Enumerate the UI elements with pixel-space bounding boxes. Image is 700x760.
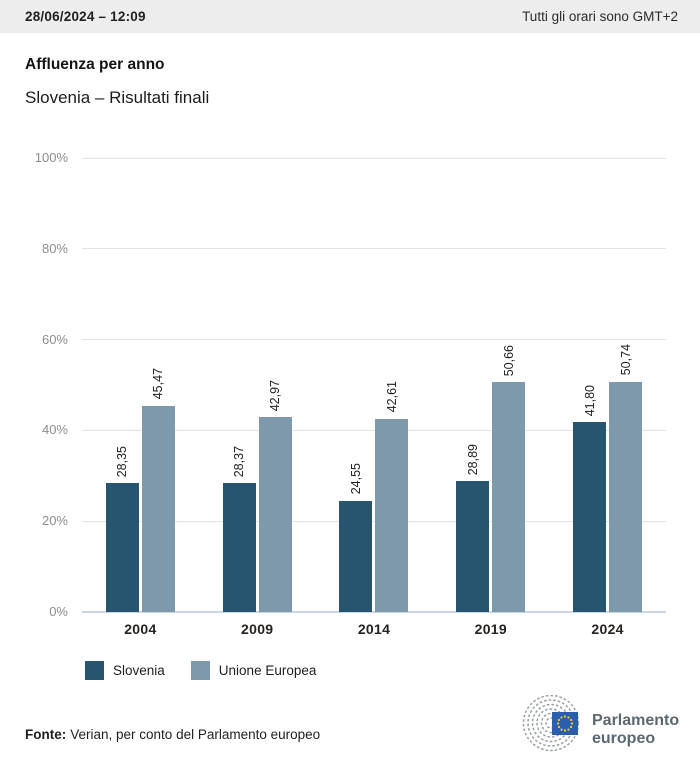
source-label: Fonte: [25, 727, 67, 742]
legend-label-unione-europea: Unione Europea [218, 663, 317, 678]
bar-group-2024: 41,80 50,74 2024 [549, 158, 666, 637]
x-axis-line [82, 611, 666, 613]
eu-star [560, 716, 563, 719]
y-tick-label: 80% [41, 240, 68, 256]
logo-text-line1: Parlamento [592, 712, 679, 729]
bar-slovenia-2009: 28,37 [222, 446, 256, 612]
bar-slovenia-2004: 28,35 [105, 446, 139, 612]
bar-value-label: 41,80 [582, 384, 597, 417]
source-line: Fonte: Verian, per conto del Parlamento e… [25, 727, 320, 742]
eu-star [570, 722, 574, 725]
bar-slovenia-2024: 41,80 [573, 385, 607, 612]
bar-slovenia-2014: 24,55 [339, 463, 373, 612]
x-tick-label: 2009 [241, 621, 274, 637]
parlamento-europeo-logo: Parlamento europeo [522, 695, 679, 752]
chart-legend: Slovenia Unione Europea [85, 661, 316, 680]
bar-group-2004: 28,35 45,47 2004 [82, 158, 199, 637]
bar-eu-2009: 42,97 [258, 380, 292, 612]
bar-eu-2024: 50,74 [609, 344, 643, 612]
page-subtitle: Slovenia – Risultati finali [25, 88, 210, 107]
eu-star [563, 729, 567, 732]
eu-star [567, 728, 570, 731]
legend-item-slovenia: Slovenia [85, 661, 165, 680]
source-text: Verian, per conto del Parlamento europeo [70, 727, 321, 742]
x-tick-label: 2024 [591, 621, 624, 637]
bar-value-label: 28,89 [465, 443, 480, 475]
bar-value-label: 24,55 [348, 463, 363, 495]
bar-value-label: 50,66 [501, 344, 516, 377]
bar-eu-2019: 50,66 [492, 345, 526, 612]
y-tick-label: 0% [49, 604, 68, 619]
bar-eu-2014: 42,61 [375, 381, 409, 612]
logo-text-line2: europeo [592, 730, 655, 747]
eu-star [556, 722, 560, 725]
eu-star [557, 718, 561, 722]
header-datetime: 28/06/2024 – 12:09 [25, 9, 146, 24]
bar-value-label: 50,74 [618, 344, 633, 376]
x-tick-label: 2004 [124, 621, 157, 637]
bar-value-label: 28,35 [115, 446, 130, 478]
bar-slovenia-2019: 28,89 [456, 444, 490, 612]
eu-star [567, 716, 570, 719]
bar-value-label: 42,97 [267, 379, 282, 411]
eu-star [557, 725, 561, 729]
eu-star [563, 715, 567, 718]
bar-eu-2004: 45,47 [141, 368, 175, 612]
timezone-note: Tutti gli orari sono GMT+2 [522, 9, 678, 24]
x-tick-label: 2019 [474, 621, 507, 637]
y-tick-label: 60% [41, 331, 68, 347]
eu-flag-icon [552, 712, 578, 735]
bar-value-label: 28,37 [231, 445, 246, 478]
y-gridline [82, 339, 666, 341]
page-title: Affluenza per anno [25, 56, 165, 73]
bar-group-2009: 28,37 42,97 2009 [199, 158, 316, 637]
bar-value-label: 42,61 [384, 381, 399, 413]
bar-group-2014: 24,55 42,61 2014 [316, 158, 433, 637]
bar-value-label: 45,47 [151, 368, 166, 400]
y-gridline [82, 520, 666, 522]
legend-swatch-slovenia [85, 661, 104, 680]
eu-star [569, 725, 573, 729]
bar-group-2019: 28,89 50,66 2019 [432, 158, 549, 637]
y-tick-label: 40% [41, 422, 68, 438]
legend-item-unione-europea: Unione Europea [190, 661, 317, 680]
y-gridline [82, 429, 666, 431]
legend-label-slovenia: Slovenia [113, 663, 165, 678]
eu-star [569, 718, 573, 722]
y-tick-label: 20% [41, 513, 68, 529]
header-bar: 28/06/2024 – 12:09 Tutti gli orari sono … [0, 0, 700, 33]
legend-swatch-unione-europea [190, 661, 210, 680]
y-gridline [82, 248, 666, 250]
eu-star [560, 728, 563, 731]
x-tick-label: 2014 [357, 621, 391, 637]
y-gridline [82, 157, 666, 159]
y-tick-label: 100% [34, 150, 68, 165]
